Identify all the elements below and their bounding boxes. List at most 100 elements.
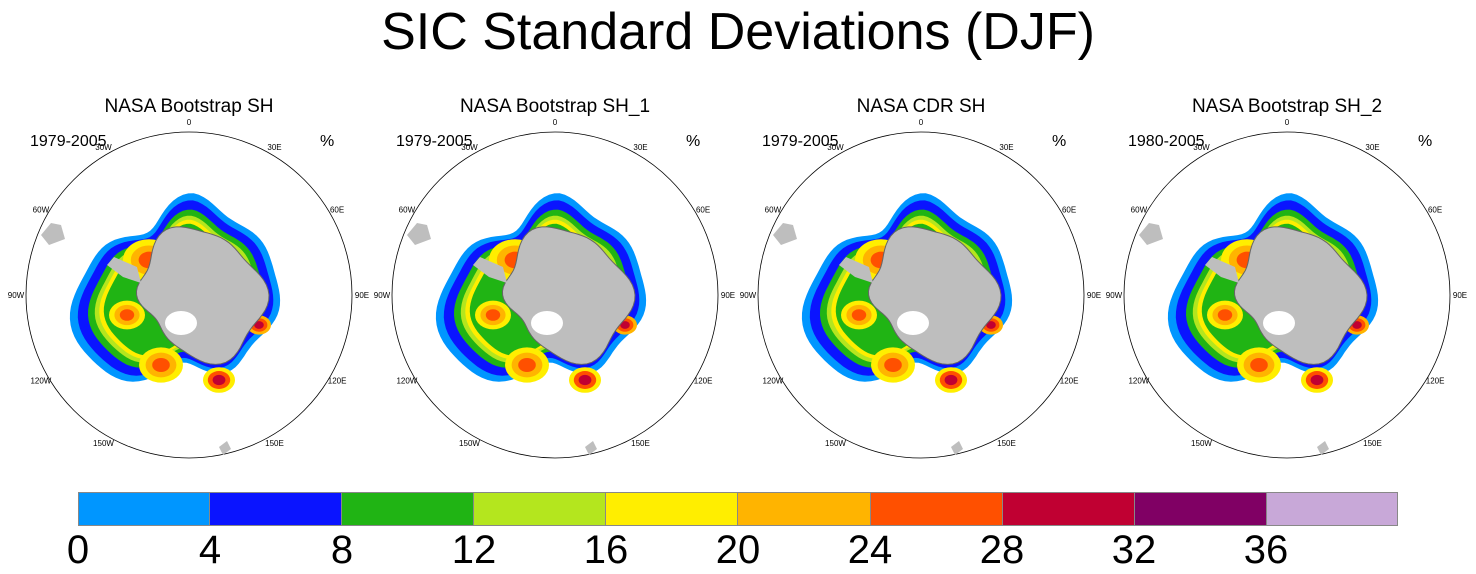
colorbar-swatch — [870, 492, 1003, 526]
sic-hotspot — [851, 309, 867, 321]
colorbar-swatch — [1134, 492, 1267, 526]
colorbar-swatch — [1266, 492, 1398, 526]
figure-title: SIC Standard Deviations (DJF) — [381, 3, 1095, 61]
map-panel: 0 30E 60E 90E 120E 150E 180 150W 120W 90W 60W 30W NA… — [1102, 95, 1472, 465]
island-land — [219, 441, 231, 455]
unit-label: % — [320, 133, 335, 150]
longitude-label: 120W — [1128, 377, 1149, 386]
sic-hotspot — [152, 357, 170, 373]
island-land — [1317, 441, 1329, 455]
colorbar-tick-label: 16 — [583, 528, 629, 572]
sic-hotspot — [1352, 321, 1362, 329]
colorbar-swatch — [210, 492, 343, 526]
longitude-label: 90E — [355, 291, 369, 300]
island-land — [951, 441, 963, 455]
longitude-label: 60E — [1062, 206, 1076, 215]
period-label: 1979-2005 — [762, 133, 839, 150]
map-content: 0 30E 60E 90E 120E 150E 180 150W 120W 90W 60W 30W — [1106, 118, 1467, 465]
peninsula-land — [473, 257, 507, 283]
colorbar-swatch — [78, 492, 211, 526]
colorbar-tick-label: 36 — [1243, 528, 1289, 572]
longitude-label: 0 — [187, 118, 192, 127]
map-content: 0 30E 60E 90E 120E 150E 180 150W 120W 90W 60W 30W — [740, 118, 1101, 465]
longitude-label: 30E — [267, 143, 281, 152]
south-america-land — [41, 223, 65, 245]
panel-title: NASA CDR SH — [856, 96, 986, 117]
longitude-label: 60E — [330, 206, 344, 215]
map-panel: 0 30E 60E 90E 120E 150E 180 150W 120W 90W 60W 30W NA… — [370, 95, 740, 465]
map-panel: 0 30E 60E 90E 120E 150E 180 150W 120W 90W 60W 30W NA… — [4, 95, 374, 465]
sic-hotspot — [1217, 309, 1233, 321]
sic-hotspot — [254, 321, 264, 329]
colorbar-tick-label: 4 — [198, 528, 222, 572]
sic-hotspot — [1310, 374, 1324, 386]
longitude-label: 150E — [997, 439, 1016, 448]
island-land — [585, 441, 597, 455]
longitude-label: 150W — [459, 439, 480, 448]
longitude-label: 120W — [762, 377, 783, 386]
colorbar-tick-label: 20 — [715, 528, 761, 572]
ross-sea — [897, 311, 929, 335]
sic-hotspot — [212, 374, 226, 386]
longitude-label: 60W — [1131, 206, 1148, 215]
colorbar-tick-label: 32 — [1111, 528, 1157, 572]
south-america-land — [773, 223, 797, 245]
south-america-land — [407, 223, 431, 245]
longitude-label: 30W — [1193, 143, 1210, 152]
longitude-label: 150W — [1191, 439, 1212, 448]
longitude-label: 90E — [1087, 291, 1101, 300]
colorbar-swatch — [606, 492, 739, 526]
ross-sea — [165, 311, 197, 335]
peninsula-land — [107, 257, 141, 283]
ross-sea — [531, 311, 563, 335]
longitude-label: 30E — [1365, 143, 1379, 152]
longitude-label: 150W — [825, 439, 846, 448]
colorbar-swatch — [1002, 492, 1135, 526]
polar-map: 0 30E 60E 90E 120E 150E 180 150W 120W 90W 60W 30W — [740, 118, 1101, 465]
longitude-label: 60E — [696, 206, 710, 215]
south-america-land — [1139, 223, 1163, 245]
colorbar-tick-label: 0 — [66, 528, 90, 572]
map-panel: 0 30E 60E 90E 120E 150E 180 150W 120W 90W 60W 30W NA… — [736, 95, 1106, 465]
panel-title: NASA Bootstrap SH_1 — [459, 96, 651, 117]
colorbar-swatch — [474, 492, 607, 526]
panel-title: NASA Bootstrap SH_2 — [1191, 96, 1383, 117]
longitude-label: 30E — [999, 143, 1013, 152]
longitude-label: 150E — [265, 439, 284, 448]
period-label: 1979-2005 — [396, 133, 473, 150]
longitude-label: 90E — [721, 291, 735, 300]
longitude-label: 180 — [1280, 464, 1294, 465]
longitude-label: 60E — [1428, 206, 1442, 215]
longitude-label: 0 — [1285, 118, 1290, 127]
polar-map: 0 30E 60E 90E 120E 150E 180 150W 120W 90W 60W 30W — [1106, 118, 1467, 465]
sic-hotspot — [119, 309, 135, 321]
sic-hotspot — [518, 357, 536, 373]
map-content: 0 30E 60E 90E 120E 150E 180 150W 120W 90W 60W 30W — [374, 118, 735, 465]
longitude-label: 30W — [461, 143, 478, 152]
map-content: 0 30E 60E 90E 120E 150E 180 150W 120W 90W 60W 30W — [8, 118, 369, 465]
longitude-label: 120E — [328, 377, 347, 386]
longitude-label: 180 — [548, 464, 562, 465]
period-label: 1980-2005 — [1128, 133, 1205, 150]
longitude-label: 120E — [694, 377, 713, 386]
unit-label: % — [686, 133, 701, 150]
longitude-label: 60W — [399, 206, 416, 215]
colorbar-tick-label: 28 — [979, 528, 1025, 572]
longitude-label: 180 — [182, 464, 196, 465]
longitude-label: 120E — [1426, 377, 1445, 386]
longitude-label: 150W — [93, 439, 114, 448]
peninsula-land — [1205, 257, 1239, 283]
longitude-label: 150E — [631, 439, 650, 448]
longitude-label: 90W — [740, 291, 757, 300]
longitude-label: 60W — [765, 206, 782, 215]
period-label: 1979-2005 — [30, 133, 107, 150]
longitude-label: 30E — [633, 143, 647, 152]
longitude-label: 90W — [8, 291, 25, 300]
longitude-label: 0 — [553, 118, 558, 127]
unit-label: % — [1418, 133, 1433, 150]
colorbar-tick-label: 12 — [451, 528, 497, 572]
colorbar — [78, 492, 1398, 526]
polar-map: 0 30E 60E 90E 120E 150E 180 150W 120W 90W 60W 30W — [374, 118, 735, 465]
polar-map: 0 30E 60E 90E 120E 150E 180 150W 120W 90W 60W 30W — [8, 118, 369, 465]
longitude-label: 30W — [827, 143, 844, 152]
